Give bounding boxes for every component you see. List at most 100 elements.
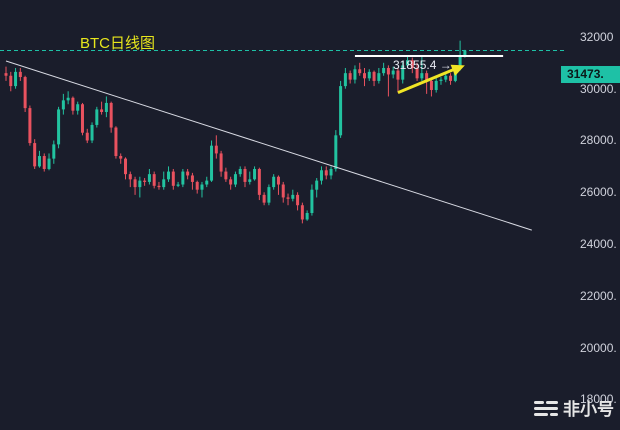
candle-body bbox=[406, 60, 410, 66]
candle-body bbox=[133, 179, 137, 188]
candle-body bbox=[14, 71, 18, 87]
candle-body bbox=[4, 73, 8, 76]
candle-body bbox=[458, 55, 462, 68]
candle-body bbox=[315, 180, 319, 190]
candle-body bbox=[291, 194, 295, 199]
candle-body bbox=[47, 158, 51, 169]
candle-body bbox=[61, 100, 65, 110]
candle-body bbox=[444, 75, 448, 80]
y-tick-label: 18000. bbox=[580, 392, 617, 407]
candle-body bbox=[52, 144, 56, 159]
candle-body bbox=[319, 170, 323, 181]
candle-body bbox=[334, 135, 338, 169]
candle-body bbox=[377, 73, 381, 81]
candle-body bbox=[186, 171, 190, 176]
candle-body bbox=[339, 86, 343, 136]
candle-body bbox=[28, 108, 32, 144]
candle-body bbox=[353, 69, 357, 80]
candle-body bbox=[386, 67, 390, 75]
watermark-logo-icon bbox=[534, 400, 558, 416]
recent-high-label: 31855.4 → bbox=[393, 58, 452, 72]
candle-body bbox=[253, 168, 257, 180]
candle-body bbox=[401, 65, 405, 80]
chart-title: BTC日线图 bbox=[80, 35, 156, 52]
candle-body bbox=[18, 71, 22, 78]
candle-body bbox=[143, 180, 147, 182]
candle-body bbox=[358, 69, 362, 74]
y-tick-label: 32000 bbox=[580, 29, 614, 44]
candle-body bbox=[205, 180, 209, 185]
candle-body bbox=[71, 97, 75, 111]
y-tick-label: 20000. bbox=[580, 340, 617, 355]
y-tick-label: 22000. bbox=[580, 288, 617, 303]
trend-arrow-head bbox=[450, 64, 465, 76]
candle-body bbox=[310, 189, 314, 213]
candle-body bbox=[449, 75, 453, 81]
candle-body bbox=[267, 187, 271, 203]
candle-body bbox=[296, 194, 300, 206]
candle-body bbox=[181, 171, 185, 185]
candle-body bbox=[343, 73, 347, 87]
candle-body bbox=[80, 104, 84, 133]
current-price-tag: 31473. bbox=[561, 66, 620, 83]
candle-body bbox=[276, 176, 280, 185]
candle-body bbox=[233, 174, 237, 185]
candle-body bbox=[463, 50, 467, 56]
trend-arrow-shaft bbox=[397, 65, 460, 94]
candle-body bbox=[138, 180, 142, 188]
candle-body bbox=[200, 184, 204, 190]
candle-body bbox=[300, 205, 304, 220]
candle-body bbox=[415, 67, 419, 79]
candle-body bbox=[124, 158, 127, 175]
candle-body bbox=[272, 176, 276, 188]
candle-body bbox=[238, 168, 242, 175]
candle-body bbox=[128, 174, 132, 180]
y-tick-label: 30000. bbox=[580, 81, 617, 96]
trendline bbox=[5, 60, 532, 231]
candle-body bbox=[171, 171, 175, 186]
candle-body bbox=[195, 181, 199, 190]
candle-body bbox=[119, 156, 123, 159]
candle-body bbox=[281, 184, 285, 198]
candle-body bbox=[224, 171, 228, 180]
candle-body bbox=[420, 73, 424, 79]
candle-body bbox=[23, 77, 27, 109]
candle-body bbox=[305, 213, 309, 220]
candle-body bbox=[76, 104, 80, 111]
candle-body bbox=[367, 71, 371, 79]
candle-body bbox=[210, 145, 214, 181]
candle-body bbox=[42, 156, 46, 169]
candle-body bbox=[396, 70, 400, 80]
candle-body bbox=[363, 73, 366, 79]
candle-body bbox=[167, 171, 171, 180]
candle-body bbox=[257, 168, 261, 195]
candle-body bbox=[219, 153, 223, 172]
candle-body bbox=[348, 73, 352, 80]
candle-body bbox=[329, 168, 333, 176]
candle-body bbox=[382, 67, 386, 74]
candle-body bbox=[162, 179, 166, 188]
candle-body bbox=[425, 73, 429, 81]
watermark-text: 非小号 bbox=[563, 400, 614, 419]
candle-body bbox=[434, 80, 438, 90]
candle-body bbox=[410, 60, 414, 68]
candle-body bbox=[372, 71, 376, 81]
candle-body bbox=[229, 179, 233, 185]
candle-body bbox=[37, 156, 41, 167]
candle-body bbox=[57, 109, 61, 145]
candle-body bbox=[243, 168, 247, 182]
candle-body bbox=[152, 174, 156, 186]
candle-body bbox=[214, 145, 218, 154]
y-tick-label: 24000. bbox=[580, 237, 617, 252]
candle-body bbox=[176, 184, 180, 186]
candle-body bbox=[429, 80, 433, 90]
candle-body bbox=[95, 109, 99, 125]
y-tick-label: 26000. bbox=[580, 185, 617, 200]
candle-body bbox=[190, 175, 194, 182]
candle-body bbox=[262, 194, 266, 203]
candle-body bbox=[109, 102, 113, 128]
y-tick-label: 28000. bbox=[580, 133, 617, 148]
candle-body bbox=[439, 79, 443, 81]
